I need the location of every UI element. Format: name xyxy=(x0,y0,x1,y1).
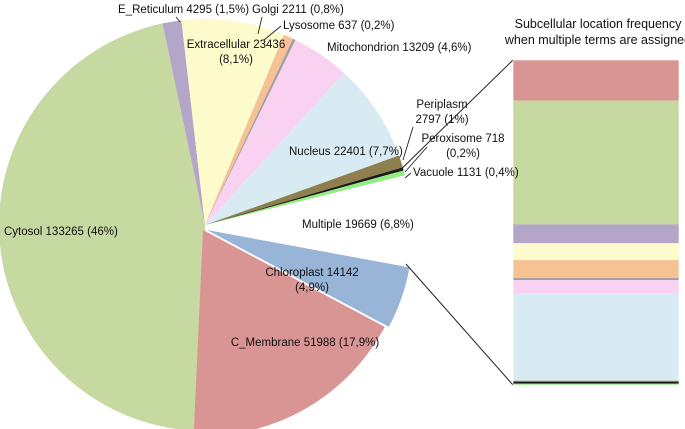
leader-line-golgi xyxy=(257,16,263,35)
pie-label-lysosome: Lysosome 637 (0,2%) xyxy=(283,20,395,32)
bar-title-line-1: Subcellular location frequency xyxy=(515,17,683,31)
bar-segment-cytosol xyxy=(513,100,679,225)
bar-segment-lysosome xyxy=(513,278,679,281)
leader-line-peroxisome xyxy=(404,146,428,173)
pie-label-peroxisome-line-2: (0,2%) xyxy=(446,148,480,160)
leader-line-periplasm xyxy=(402,126,414,161)
pie-label-golgi: Golgi 2211 (0,8%) xyxy=(252,4,344,16)
pie-label-extracellular-line-2: (8,1%) xyxy=(219,54,253,66)
pie-slice-nucleus xyxy=(205,73,399,225)
bar-segment-golgi xyxy=(513,260,679,279)
pie-slice-golgi xyxy=(205,34,293,225)
pie-slice-mitochondrion xyxy=(205,39,345,225)
bar-segment-e-reticulum xyxy=(513,224,679,244)
bar-segment-vacuole xyxy=(513,383,679,385)
leader-line-vacuole xyxy=(404,172,412,179)
zoom-connectors xyxy=(400,59,514,386)
bar-segment-mitochondrion xyxy=(513,280,679,294)
pie-slice-peroxisome xyxy=(205,167,404,225)
bar-segment-c-membrane xyxy=(513,60,679,101)
pie-slice-periplasm xyxy=(205,155,403,225)
pie-slice-e-reticulum xyxy=(162,20,205,225)
pie-slice-cytosol xyxy=(0,23,205,429)
leader-line-e-reticulum xyxy=(175,16,181,23)
pie-labels: Cytosol 133265 (46%) E_Reticulum 4295 (1,… xyxy=(4,4,519,349)
pie-label-vacuole: Vacuole 1131 (0,4%) xyxy=(413,167,519,179)
bar-segment-periplasm xyxy=(513,380,679,382)
pie-label-c-membrane: C_Membrane 51988 (17,9%) xyxy=(231,337,379,349)
pie-slice-extracellular xyxy=(181,19,284,226)
pie-label-periplasm-line-2: 2797 (1%) xyxy=(415,114,468,126)
bar-segment-peroxisome xyxy=(513,381,679,384)
pie-slice-chloroplast xyxy=(207,230,410,327)
pie-chart xyxy=(0,19,411,429)
pie-slice-vacuole xyxy=(205,170,405,225)
pie-label-mitochondrion: Mitochondrion 13209 (4,6%) xyxy=(327,42,472,54)
pie-label-multiple: Multiple 19669 (6,8%) xyxy=(302,219,414,231)
pie-label-nucleus: Nucleus 22401 (7,7%) xyxy=(289,146,403,158)
pie-label-e-reticulum: E_Reticulum 4295 (1,5%) xyxy=(118,4,249,16)
pie-label-extracellular-line-1: Extracellular 23436 xyxy=(187,39,285,51)
bar-segment-extracellular xyxy=(513,243,679,261)
pie-label-peroxisome-line-1: Peroxisome 718 xyxy=(421,133,504,145)
pie-slice-lysosome xyxy=(205,38,296,225)
connector-top xyxy=(400,59,514,170)
pie-slice-c-membrane xyxy=(193,230,385,429)
pie-label-cytosol: Cytosol 133265 (46%) xyxy=(4,226,118,238)
pie-label-chloroplast-line-2: (4,9%) xyxy=(295,282,329,294)
pie-label-chloroplast-line-1: Chloroplast 14142 xyxy=(265,267,358,279)
pie-label-periplasm-line-1: Periplasm xyxy=(416,99,467,111)
bar-segment-nucleus xyxy=(513,293,679,381)
leader-line-lysosome xyxy=(263,25,282,41)
bar-outline xyxy=(512,59,680,386)
pie-slice-multiple xyxy=(205,175,411,263)
stacked-bar-chart: Subcellular location frequency when multi… xyxy=(504,17,685,386)
connector-bottom xyxy=(405,263,514,386)
bar-title-line-2: when multiple terms are assigned xyxy=(504,33,685,47)
